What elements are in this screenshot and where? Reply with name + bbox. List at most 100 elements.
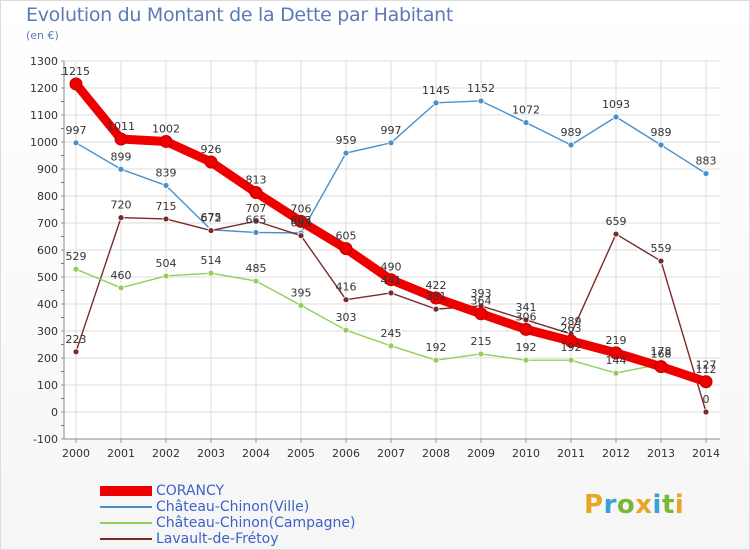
data-label: 707 — [246, 202, 267, 215]
data-point — [249, 185, 263, 199]
data-point — [657, 257, 665, 265]
data-point — [702, 408, 710, 416]
data-label: 112 — [696, 363, 717, 376]
data-point — [657, 141, 665, 149]
logo-letter: r — [603, 490, 617, 520]
logo-letter: i — [674, 490, 685, 520]
x-tick-label: 2014 — [692, 447, 720, 460]
data-label: 672 — [201, 212, 222, 225]
data-label: 215 — [471, 335, 492, 348]
x-tick-label: 2000 — [62, 447, 90, 460]
data-label: 416 — [336, 281, 357, 294]
y-tick-label: -100 — [33, 433, 58, 446]
data-label: 926 — [201, 143, 222, 156]
data-label: 393 — [471, 287, 492, 300]
data-point — [384, 273, 398, 287]
data-label: 997 — [66, 124, 87, 137]
x-tick-label: 2009 — [467, 447, 495, 460]
y-tick-label: 800 — [37, 190, 58, 203]
data-point — [387, 139, 395, 147]
data-point — [72, 348, 80, 356]
data-label: 485 — [246, 262, 267, 275]
data-label: 715 — [156, 200, 177, 213]
data-label: 245 — [381, 327, 402, 340]
data-point — [297, 232, 305, 240]
data-label: 675 — [201, 211, 222, 224]
logo-letter: t — [661, 490, 675, 520]
data-point — [522, 119, 530, 126]
data-point — [252, 229, 260, 236]
x-tick-label: 2011 — [557, 447, 585, 460]
data-label: 653 — [291, 217, 312, 230]
data-point — [297, 301, 305, 309]
data-label: 899 — [111, 150, 132, 163]
data-point — [117, 284, 125, 292]
data-point — [567, 141, 575, 149]
data-point — [72, 265, 80, 273]
data-label: 1152 — [467, 82, 495, 95]
data-label: 997 — [381, 124, 402, 137]
data-label: 223 — [66, 333, 87, 346]
proxiti-logo: Proxiti — [584, 490, 684, 520]
data-point — [294, 214, 308, 228]
legend-label-corancy: CORANCY — [156, 483, 225, 499]
data-label: 192 — [516, 341, 537, 354]
data-label: 605 — [336, 230, 357, 243]
data-point — [564, 334, 578, 348]
data-point — [72, 139, 80, 147]
data-point — [252, 217, 260, 225]
data-point — [339, 242, 353, 256]
x-tick-label: 2001 — [107, 447, 135, 460]
x-tick-label: 2005 — [287, 447, 315, 460]
y-tick-label: 600 — [37, 244, 58, 257]
x-tick-label: 2012 — [602, 447, 630, 460]
data-point — [162, 215, 170, 223]
data-point — [207, 269, 215, 277]
data-label: 1072 — [512, 104, 540, 117]
data-label: 263 — [561, 322, 582, 335]
legend-label-chateau-chinon-ville: Château-Chinon(Ville) — [156, 499, 310, 515]
data-label: 883 — [696, 155, 717, 168]
y-tick-label: 500 — [37, 271, 58, 284]
y-tick-label: 1200 — [30, 82, 58, 95]
data-label: 1011 — [107, 120, 135, 133]
logo-letter: x — [635, 490, 653, 520]
y-tick-label: 900 — [37, 163, 58, 176]
data-point — [162, 182, 170, 189]
y-tick-label: 300 — [37, 325, 58, 338]
y-tick-label: 400 — [37, 298, 58, 311]
data-label: 192 — [426, 341, 447, 354]
data-point — [702, 170, 710, 177]
data-point — [699, 375, 713, 389]
data-point — [117, 165, 125, 173]
data-label: 178 — [651, 345, 672, 358]
x-tick-label: 2013 — [647, 447, 675, 460]
data-point — [519, 322, 533, 336]
data-point — [342, 326, 350, 334]
y-tick-label: 100 — [37, 379, 58, 392]
data-label: 514 — [201, 254, 222, 267]
data-point — [117, 214, 125, 222]
data-label: 706 — [291, 202, 312, 215]
data-point — [432, 305, 440, 313]
logo-letter: P — [584, 490, 604, 520]
data-label: 665 — [246, 213, 267, 226]
data-label: 1215 — [62, 65, 90, 78]
data-point — [207, 227, 215, 234]
x-tick-label: 2006 — [332, 447, 360, 460]
data-label: 441 — [381, 274, 402, 287]
legend-swatch-chateau-chinon-ville — [100, 506, 152, 508]
y-tick-label: 1100 — [30, 109, 58, 122]
chart-title: Evolution du Montant de la Dette par Hab… — [26, 4, 454, 26]
legend-swatch-corancy — [100, 486, 152, 496]
data-point — [612, 369, 620, 377]
data-label: 839 — [156, 166, 177, 179]
legend-label-lavault-de-fretoy: Lavault-de-Frétoy — [156, 531, 279, 547]
y-tick-label: 700 — [37, 217, 58, 230]
data-point — [342, 296, 350, 304]
data-label: 381 — [426, 290, 447, 303]
logo-letter: i — [652, 490, 662, 520]
data-point — [477, 97, 485, 105]
data-point — [252, 277, 260, 285]
